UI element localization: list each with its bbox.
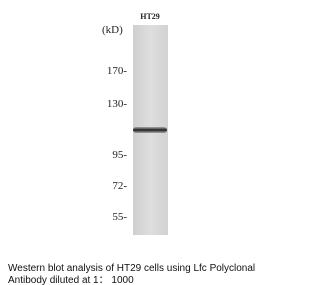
- lane-label: HT29: [140, 12, 160, 21]
- marker-label: 72-: [112, 180, 127, 192]
- marker-label: 95-: [112, 149, 127, 161]
- unit-label: (kD): [102, 24, 123, 36]
- marker-labels: 170- 130- 95- 72- 55-: [107, 65, 128, 223]
- page: HT29 (kD) 170- 130- 95- 72- 55- Western blot…: [0, 0, 289, 285]
- band: [133, 127, 167, 133]
- blot-figure: HT29 (kD) 170- 130- 95- 72- 55- Western blot…: [0, 0, 289, 285]
- marker-label: 130-: [107, 98, 128, 110]
- caption-line: Antibody diluted at 1： 1000: [8, 275, 134, 285]
- caption-line: Western blot analysis of HT29 cells usin…: [8, 263, 255, 274]
- marker-label: 170-: [107, 65, 128, 77]
- marker-label: 55-: [112, 211, 127, 223]
